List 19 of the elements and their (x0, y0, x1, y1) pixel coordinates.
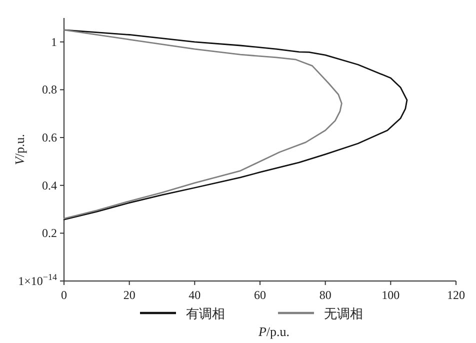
y-tick-label: 0.2 (42, 226, 57, 240)
y-tick-label: 0.4 (42, 178, 57, 192)
line-series (63, 29, 408, 220)
legend-label: 有调相 (186, 306, 225, 321)
x-tick-label: 80 (319, 288, 332, 302)
y-tick-label: 1 (51, 34, 57, 49)
x-axis-title: P/p.u. (257, 324, 290, 339)
x-tick-label: 60 (254, 288, 266, 302)
x-tick-label: 40 (188, 288, 201, 302)
y-tick-label: 0.6 (42, 130, 57, 145)
x-tick-label: 0 (61, 288, 67, 302)
y-tick-label: 1×10$^{−14}$ (18, 272, 58, 288)
line-series (63, 29, 342, 220)
x-tick-label: 100 (382, 288, 400, 302)
x-tick-label: 20 (123, 288, 136, 302)
legend-label: 无调相 (324, 306, 363, 321)
x-tick-label: 120 (447, 288, 465, 302)
y-tick-label: 0.8 (42, 82, 57, 97)
y-axis-title: V/p.u. (12, 134, 27, 166)
